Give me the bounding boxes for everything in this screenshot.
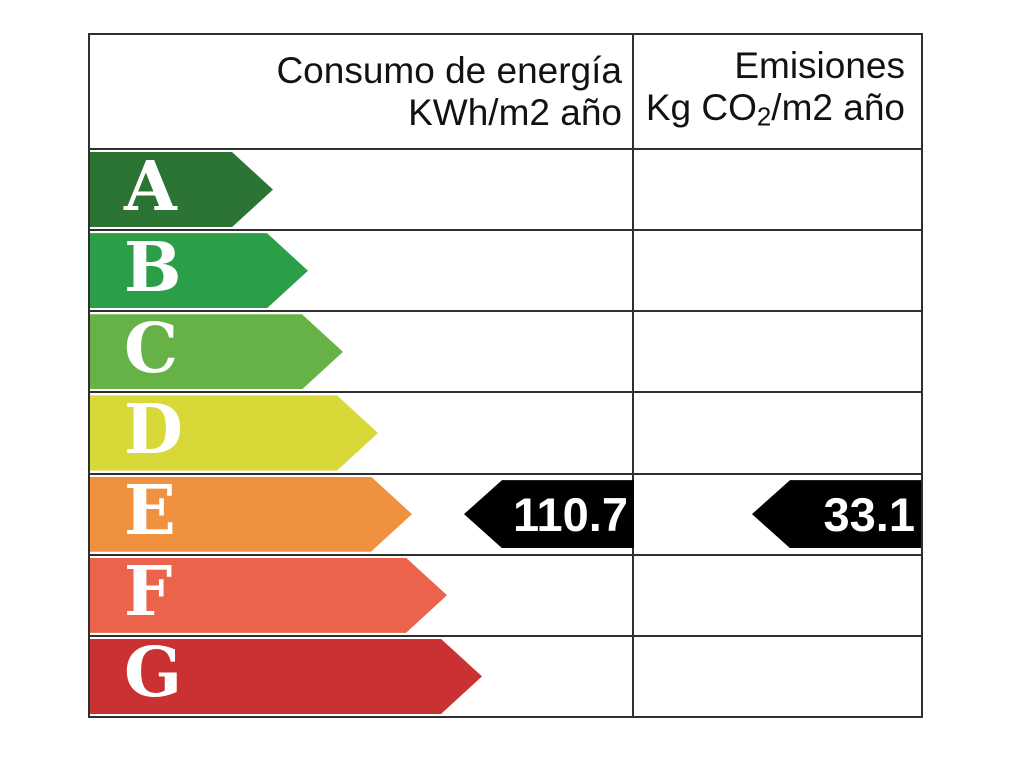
- rating-arrow-a: A: [90, 152, 273, 227]
- rating-row-e: E 110.7 33.1: [90, 475, 921, 556]
- co2-subscript: 2: [756, 103, 772, 132]
- consumption-header-line1: Consumo de energía: [276, 49, 622, 91]
- emissions-header-line2: Kg CO2/m2 año: [634, 87, 905, 139]
- rating-arrow-e: E: [90, 477, 412, 552]
- rating-letter-a: A: [124, 146, 177, 227]
- consumption-header-line2: KWh/m2 año: [408, 91, 622, 133]
- consumption-value: 110.7: [512, 487, 628, 541]
- emissions-unit-suffix: /m2 año: [771, 86, 905, 128]
- rating-letter-g: G: [124, 633, 183, 714]
- table-header: Consumo de energía KWh/m2 año Emisiones …: [90, 35, 921, 150]
- rating-letter-f: F: [124, 552, 173, 633]
- rating-arrow-g: G: [90, 639, 482, 714]
- rating-arrow-b: B: [90, 233, 308, 308]
- rating-arrow-c: C: [90, 314, 343, 389]
- consumption-value-arrow: 110.7: [464, 480, 634, 549]
- emissions-header-line1: Emisiones: [734, 44, 905, 86]
- energy-efficiency-label: Consumo de energía KWh/m2 año Emisiones …: [88, 33, 923, 718]
- rating-letter-b: B: [124, 227, 182, 308]
- rating-letter-d: D: [124, 389, 183, 470]
- rating-row-c: C: [90, 312, 921, 394]
- rating-arrow-f: F: [90, 558, 447, 633]
- emissions-column-header: Emisiones Kg CO2/m2 año: [634, 35, 921, 148]
- rating-letter-e: E: [124, 471, 176, 552]
- emissions-value-arrow: 33.1: [752, 480, 921, 549]
- rating-row-d: D: [90, 393, 921, 475]
- rating-arrow-d: D: [90, 395, 378, 470]
- column-divider: [632, 35, 634, 716]
- rating-row-b: B: [90, 231, 921, 313]
- consumption-column-header: Consumo de energía KWh/m2 año: [90, 35, 634, 148]
- rating-row-g: G: [90, 637, 921, 716]
- rating-letter-c: C: [124, 308, 179, 389]
- rating-row-f: F: [90, 556, 921, 637]
- emissions-value: 33.1: [823, 487, 915, 541]
- emissions-unit-prefix: Kg CO: [645, 86, 757, 128]
- rating-rows: A B C D E 110.7 33.1: [90, 150, 921, 716]
- rating-row-a: A: [90, 150, 921, 232]
